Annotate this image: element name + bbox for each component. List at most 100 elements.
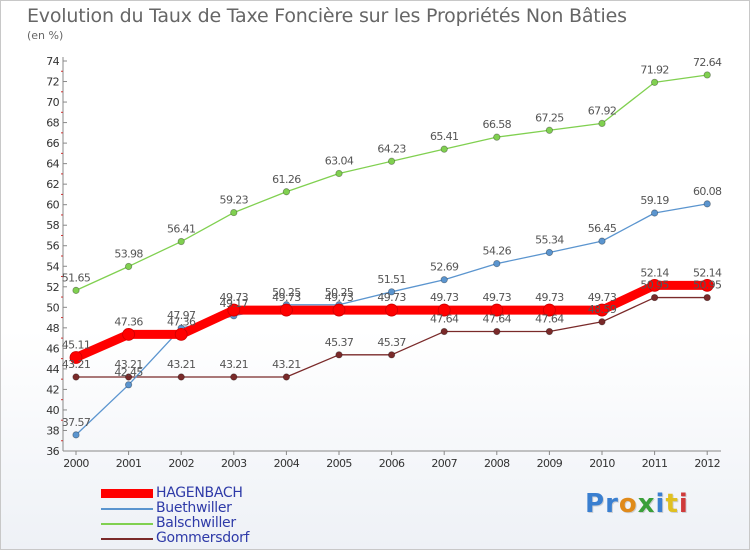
- y-tick-label: 38: [46, 424, 59, 437]
- series-balschwiller: [72, 71, 711, 294]
- data-point-buethwiller: [598, 237, 606, 245]
- x-tick-label: 2001: [116, 457, 142, 470]
- data-point-balschwiller: [335, 169, 343, 178]
- data-point-hagenbach: [648, 278, 661, 292]
- x-tick-label: 2000: [63, 457, 89, 470]
- data-label-gommersdorf: 45.37: [377, 336, 406, 349]
- data-point-hagenbach: [700, 278, 714, 292]
- data-label-buethwiller: 50.25: [325, 286, 354, 299]
- data-label-gommersdorf: 43.21: [114, 358, 143, 371]
- data-label-balschwiller: 71.92: [640, 63, 669, 76]
- brand-letter: r: [605, 489, 619, 519]
- data-label-balschwiller: 53.98: [114, 247, 143, 260]
- x-tick-label: 2010: [589, 457, 615, 470]
- x-tick-label: 2004: [274, 457, 300, 470]
- data-point-gommersdorf: [282, 373, 290, 381]
- data-label-gommersdorf: 50.95: [640, 279, 669, 292]
- data-label-hagenbach: 49.73: [588, 291, 617, 304]
- data-point-gommersdorf: [72, 373, 80, 381]
- data-label-hagenbach: 49.73: [325, 291, 354, 304]
- legend-label-hagenbach: HAGENBACH: [156, 485, 243, 501]
- brand-letter: o: [618, 489, 638, 519]
- data-point-gommersdorf: [387, 351, 396, 359]
- data-point-hagenbach: [69, 351, 83, 364]
- data-label-buethwiller: 56.45: [588, 222, 617, 235]
- x-tick-label: 2005: [326, 457, 352, 470]
- y-tick-label: 50: [46, 301, 59, 314]
- legend-label-gommersdorf: Gommersdorf: [156, 530, 250, 546]
- data-label-gommersdorf: 43.21: [272, 358, 301, 371]
- data-point-gommersdorf: [493, 327, 501, 336]
- y-tick-label: 64: [46, 158, 59, 171]
- data-point-hagenbach: [332, 303, 346, 317]
- data-point-buethwiller: [125, 381, 133, 389]
- data-point-hagenbach: [490, 303, 504, 317]
- data-point-buethwiller: [650, 209, 659, 217]
- data-point-gommersdorf: [125, 373, 133, 381]
- y-tick-label: 58: [46, 219, 59, 232]
- data-point-hagenbach: [174, 328, 188, 341]
- data-label-buethwiller: 37.57: [62, 416, 91, 429]
- y-tick-label: 60: [46, 199, 59, 212]
- data-point-balschwiller: [387, 157, 396, 165]
- data-label-gommersdorf: 47.64: [535, 313, 564, 326]
- data-point-balschwiller: [650, 78, 659, 86]
- x-tick-label: 2009: [537, 457, 563, 470]
- y-tick-label: 42: [46, 383, 59, 396]
- data-label-buethwiller: 52.69: [430, 261, 459, 274]
- x-tick-label: 2008: [484, 457, 510, 470]
- data-label-balschwiller: 56.41: [167, 223, 196, 236]
- data-label-buethwiller: 60.08: [693, 185, 722, 198]
- data-label-hagenbach: 49.73: [220, 291, 249, 304]
- y-tick-label: 72: [46, 76, 59, 89]
- data-point-gommersdorf: [440, 327, 448, 336]
- data-label-hagenbach: 49.73: [483, 291, 512, 304]
- y-tick-label: 70: [46, 96, 59, 109]
- data-point-buethwiller: [703, 200, 711, 208]
- legend-swatch-hagenbach: [101, 489, 153, 498]
- data-label-buethwiller: 59.19: [640, 194, 669, 207]
- data-label-balschwiller: 64.23: [377, 142, 406, 155]
- data-label-buethwiller: 47.97: [167, 309, 196, 322]
- data-point-hagenbach: [122, 328, 135, 341]
- brand-letter: t: [665, 489, 679, 519]
- data-label-hagenbach: 45.11: [62, 339, 91, 352]
- data-point-gommersdorf: [545, 327, 554, 336]
- data-label-balschwiller: 59.23: [220, 194, 249, 207]
- data-label-gommersdorf: 45.37: [325, 336, 354, 349]
- data-point-hagenbach: [543, 303, 556, 317]
- data-label-hagenbach: 47.36: [114, 315, 143, 328]
- data-point-gommersdorf: [230, 373, 238, 381]
- y-tick-label: 68: [46, 117, 59, 130]
- data-labels-layer: 43.21 43.21 43.21 43.21 43.21 45.37 45.37 47.64…: [62, 56, 723, 429]
- data-label-gommersdorf: 48.59: [588, 303, 617, 316]
- data-point-balschwiller: [177, 237, 185, 246]
- data-point-buethwiller: [387, 288, 396, 296]
- y-tick-label: 52: [46, 281, 59, 294]
- data-label-balschwiller: 63.04: [325, 154, 354, 167]
- data-point-gommersdorf: [598, 318, 606, 326]
- y-tick-label: 74: [46, 55, 59, 68]
- brand-letter: x: [637, 489, 656, 519]
- data-label-gommersdorf: 43.21: [167, 358, 196, 371]
- data-label-gommersdorf: 43.21: [62, 358, 91, 371]
- data-label-balschwiller: 61.26: [272, 173, 301, 186]
- data-point-balschwiller: [440, 145, 448, 153]
- data-label-hagenbach: 49.73: [272, 291, 301, 304]
- data-label-balschwiller: 65.41: [430, 130, 459, 143]
- data-label-gommersdorf: 47.64: [430, 313, 459, 326]
- legend-label-buethwiller: Buethwiller: [156, 500, 232, 516]
- data-label-balschwiller: 72.64: [693, 56, 722, 69]
- y-tick-label: 66: [46, 137, 59, 150]
- series-layer: [69, 71, 714, 439]
- data-point-balschwiller: [598, 119, 606, 128]
- data-label-balschwiller: 67.25: [535, 111, 564, 124]
- data-point-balschwiller: [703, 71, 711, 79]
- data-point-balschwiller: [72, 286, 80, 294]
- chart-subtitle: (en %): [27, 29, 64, 42]
- data-label-buethwiller: 42.45: [114, 366, 143, 379]
- data-point-gommersdorf: [177, 373, 185, 381]
- data-point-hagenbach: [595, 303, 609, 317]
